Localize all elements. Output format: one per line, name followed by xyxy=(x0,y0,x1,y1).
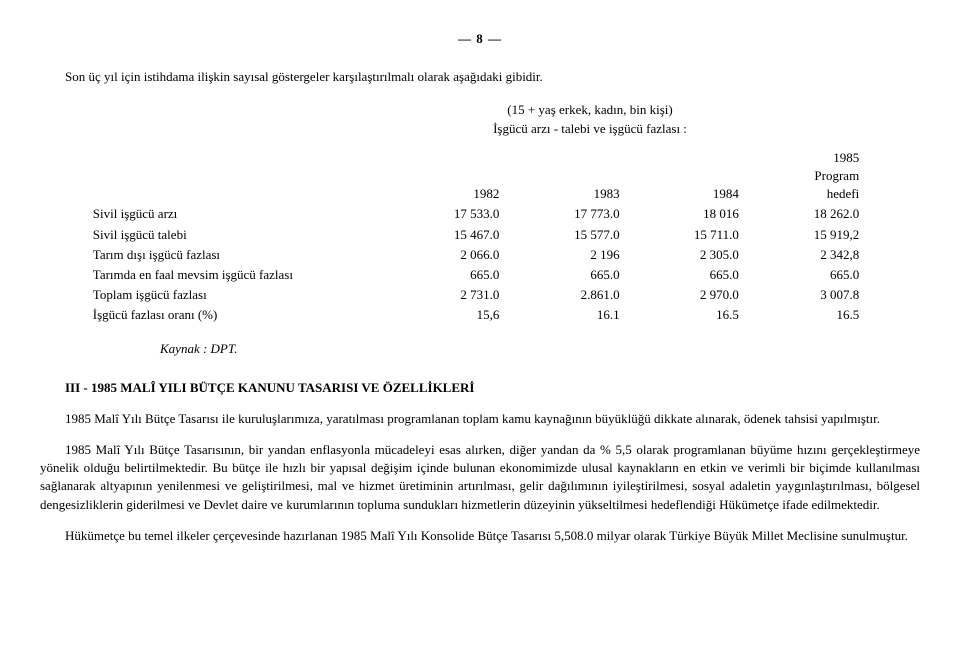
table-sub-header: (15 + yaş erkek, kadın, bin kişi) İşgücü… xyxy=(260,101,920,137)
row-cell: 17 773.0 xyxy=(507,204,627,224)
table-row: İşgücü fazlası oranı (%) 15,6 16.1 16.5 … xyxy=(93,305,867,325)
row-cell: 2 970.0 xyxy=(628,285,747,305)
row-cell: 18 262.0 xyxy=(747,204,867,224)
col4-mid: Program xyxy=(814,168,859,183)
row-label: Toplam işgücü fazlası xyxy=(93,285,387,305)
table-row: Tarımda en faal mevsim işgücü fazlası 66… xyxy=(93,265,867,285)
row-cell: 18 016 xyxy=(628,204,747,224)
row-cell: 15 467.0 xyxy=(387,225,507,245)
row-cell: 665.0 xyxy=(507,265,627,285)
row-cell: 16.1 xyxy=(507,305,627,325)
col4-bot: hedefi xyxy=(827,186,859,201)
row-cell: 2 066.0 xyxy=(387,245,507,265)
row-cell: 16.5 xyxy=(747,305,867,325)
row-cell: 15 711.0 xyxy=(628,225,747,245)
col-1984: 1984 xyxy=(628,148,747,205)
row-cell: 2 305.0 xyxy=(628,245,747,265)
row-cell: 665.0 xyxy=(387,265,507,285)
page-number: — 8 — xyxy=(40,30,920,48)
body-paragraph: 1985 Malî Yılı Bütçe Tasarısı ile kurulu… xyxy=(40,410,920,428)
table-header-row: 1982 1983 1984 1985 Program hedefi xyxy=(93,148,867,205)
row-cell: 2.861.0 xyxy=(507,285,627,305)
table-row: Tarım dışı işgücü fazlası 2 066.0 2 196 … xyxy=(93,245,867,265)
section-title: III - 1985 MALÎ YILI BÜTÇE KANUNU TASARI… xyxy=(40,379,920,397)
body-paragraph: Hükümetçe bu temel ilkeler çerçevesinde … xyxy=(40,527,920,545)
col-1983: 1983 xyxy=(507,148,627,205)
sub-header-line-1: (15 + yaş erkek, kadın, bin kişi) xyxy=(260,101,920,119)
row-label: Sivil işgücü talebi xyxy=(93,225,387,245)
row-cell: 16.5 xyxy=(628,305,747,325)
table-row: Sivil işgücü arzı 17 533.0 17 773.0 18 0… xyxy=(93,204,867,224)
row-cell: 665.0 xyxy=(628,265,747,285)
table-row: Sivil işgücü talebi 15 467.0 15 577.0 15… xyxy=(93,225,867,245)
row-label: Tarımda en faal mevsim işgücü fazlası xyxy=(93,265,387,285)
row-label: İşgücü fazlası oranı (%) xyxy=(93,305,387,325)
data-table: 1982 1983 1984 1985 Program hedefi Sivil… xyxy=(93,148,867,326)
sub-header-line-2: İşgücü arzı - talebi ve işgücü fazlası : xyxy=(260,120,920,138)
table-body: Sivil işgücü arzı 17 533.0 17 773.0 18 0… xyxy=(93,204,867,325)
source-note: Kaynak : DPT. xyxy=(160,340,920,358)
row-cell: 15 919,2 xyxy=(747,225,867,245)
header-blank xyxy=(93,148,387,205)
row-cell: 15,6 xyxy=(387,305,507,325)
row-cell: 2 731.0 xyxy=(387,285,507,305)
body-paragraph: 1985 Malî Yılı Bütçe Tasarısının, bir ya… xyxy=(40,441,920,514)
intro-paragraph: Son üç yıl için istihdama ilişkin sayısa… xyxy=(40,68,920,86)
row-cell: 17 533.0 xyxy=(387,204,507,224)
row-cell: 665.0 xyxy=(747,265,867,285)
row-cell: 3 007.8 xyxy=(747,285,867,305)
row-cell: 2 342,8 xyxy=(747,245,867,265)
row-cell: 15 577.0 xyxy=(507,225,627,245)
row-label: Sivil işgücü arzı xyxy=(93,204,387,224)
col-1985-hedefi: 1985 Program hedefi xyxy=(747,148,867,205)
col4-top: 1985 xyxy=(833,150,859,165)
table-row: Toplam işgücü fazlası 2 731.0 2.861.0 2 … xyxy=(93,285,867,305)
row-cell: 2 196 xyxy=(507,245,627,265)
col-1982: 1982 xyxy=(387,148,507,205)
row-label: Tarım dışı işgücü fazlası xyxy=(93,245,387,265)
